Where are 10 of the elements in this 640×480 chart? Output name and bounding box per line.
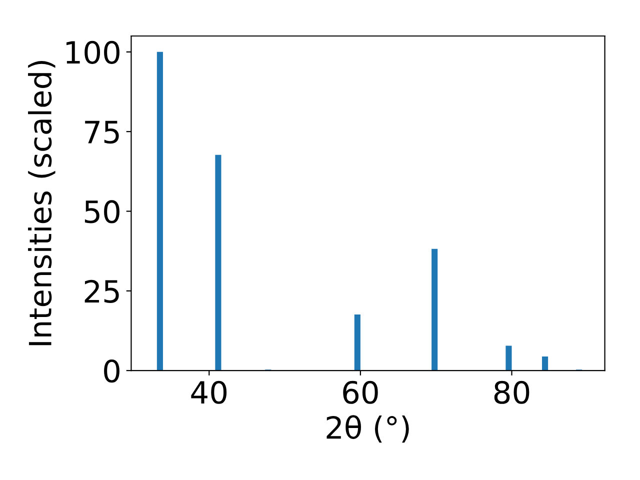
y-tick-label: 100: [66, 40, 120, 64]
y-tick-label: 50: [84, 200, 120, 224]
x-tick-label: 80: [494, 380, 530, 404]
y-tick-label: 0: [104, 359, 120, 383]
y-tick-label: 75: [85, 120, 119, 144]
y-tick-label: 25: [84, 280, 119, 303]
x-tick-label: 60: [343, 380, 378, 404]
x-tick-label: 40: [191, 380, 227, 404]
x-axis-title: 2θ (°): [326, 415, 409, 443]
y-axis-title: Intensities (scaled): [28, 61, 56, 346]
